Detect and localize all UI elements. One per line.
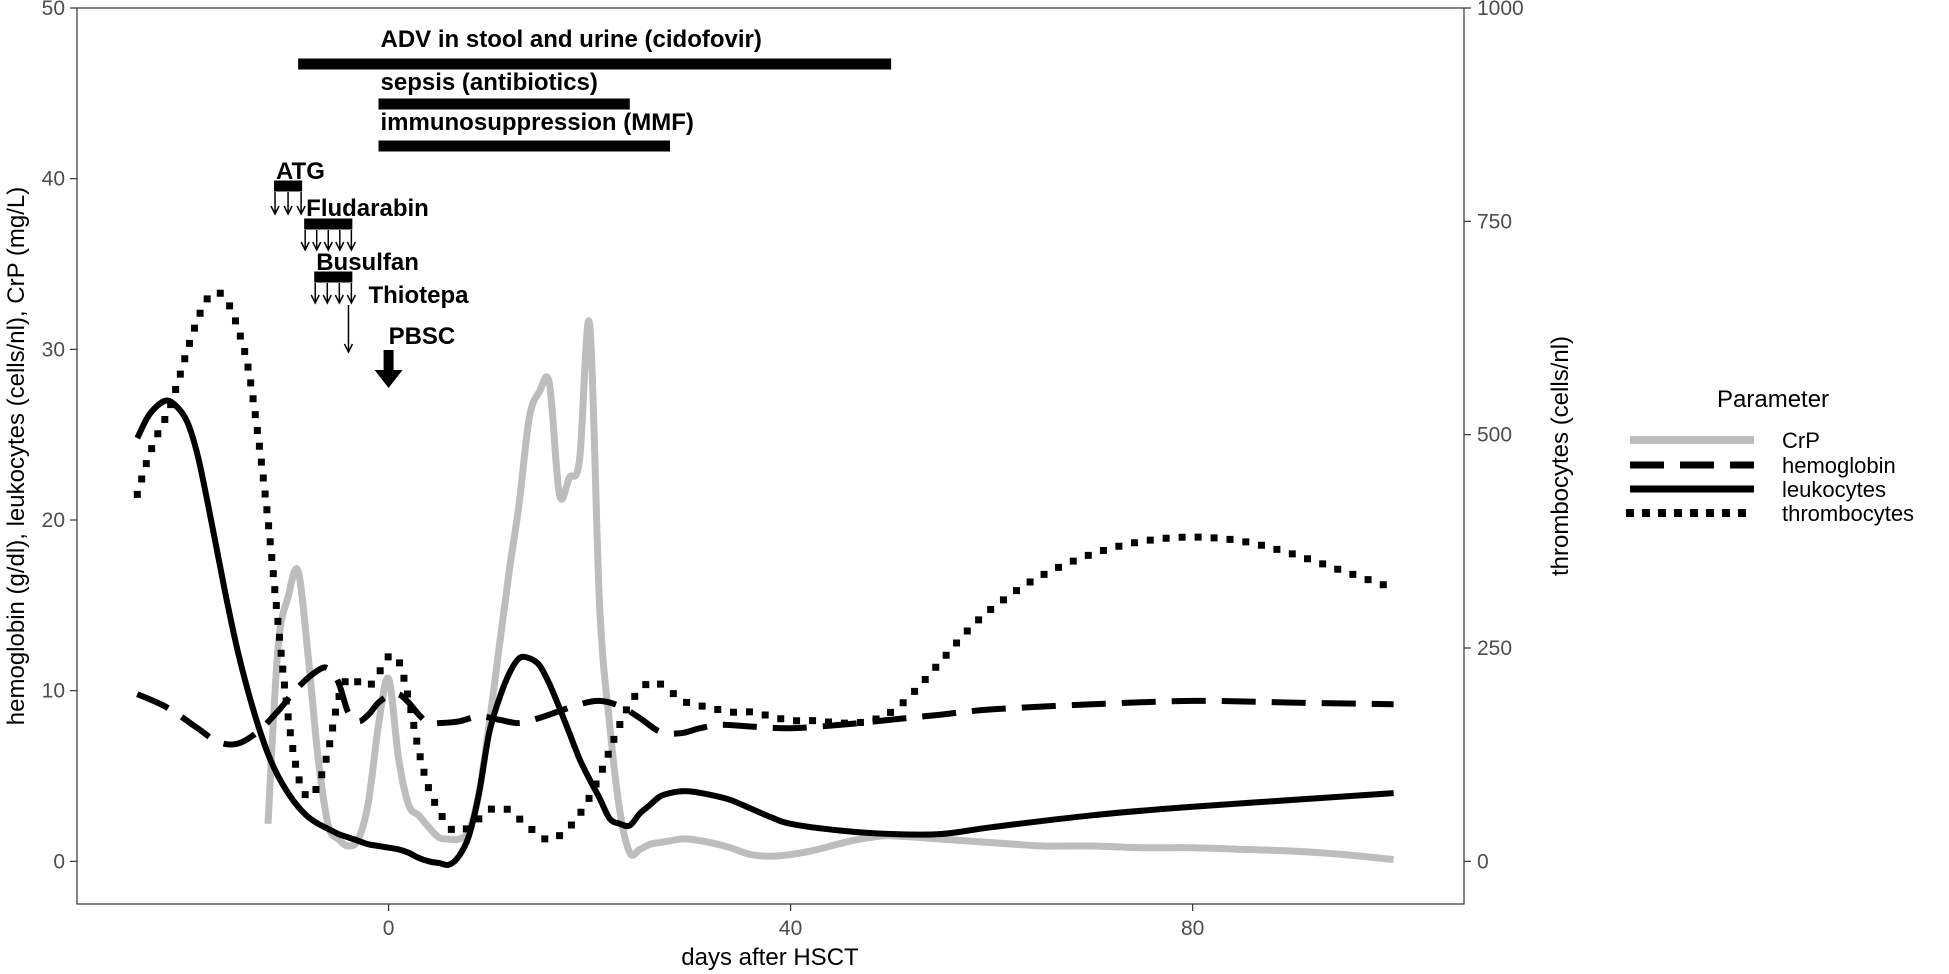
drug-label: Fludarabin [306,195,429,222]
y-axis-right-title: thrombocytes (cells/nl) [1547,336,1574,576]
drug-arrowhead [283,205,293,216]
x-tick-label: 40 [779,917,802,940]
y-left-tick-label: 40 [42,168,65,191]
y-right-tick-label: 1000 [1477,0,1524,20]
drug-arrowhead [346,241,357,252]
legend-label-CrP: CrP [1782,428,1820,453]
annotation-bar-label: ADV in stool and urine (cidofovir) [381,26,762,53]
y-right-tick-label: 250 [1477,637,1512,660]
series-line-leukocytes [134,397,1394,869]
series-layer [132,288,1399,869]
drug-arrowhead [300,241,310,252]
drug-arrowhead [322,294,332,305]
legend: Parameter CrPhemoglobinleukocytesthrombo… [1626,386,1914,526]
x-axis-title: days after HSCT [681,944,859,971]
plot-background [77,8,1464,904]
drug-arrowhead [346,294,357,305]
y-right-tick-label: 750 [1477,210,1512,233]
y-axis-left-title: hemoglobin (g/dl), leukocytes (cells/nl)… [3,187,30,725]
legend-label-hemoglobin: hemoglobin [1782,453,1896,478]
legend-label-thrombocytes: thrombocytes [1782,501,1914,526]
x-tick-label: 0 [383,917,395,940]
y-left-tick-label: 0 [53,850,65,873]
drug-label: Thiotepa [368,282,469,309]
drug-arrowhead [374,370,403,388]
y-left-tick-label: 50 [42,0,65,20]
y-left-tick-label: 20 [42,509,65,532]
annotation-bar-label: sepsis (antibiotics) [381,69,598,96]
annotations-layer: ADV in stool and urine (cidofovir) sepsis… [270,26,892,388]
x-tick-label: 80 [1181,917,1204,940]
drug-arrowhead [323,241,333,252]
drug-arrowhead [296,205,306,216]
y-right-tick-label: 500 [1477,424,1512,447]
drug-arrowhead [270,205,280,216]
drug-arrowhead [310,294,320,305]
y-right-tick-label: 0 [1477,850,1489,873]
plot-border [76,7,1465,905]
drug-arrowhead [334,294,344,305]
drug-arrowhead [343,343,354,354]
drug-arrowhead [335,241,345,252]
annotation-bar-label: immunosuppression (MMF) [381,109,694,136]
drug-label: PBSC [389,323,456,350]
series-line-thrombocytes [132,288,1399,844]
drug-arrowhead [312,241,322,252]
y-left-tick-label: 30 [42,338,65,361]
legend-title: Parameter [1717,386,1829,413]
legend-label-leukocytes: leukocytes [1782,477,1886,502]
series-line-CrP [264,317,1394,864]
y-left-tick-label: 10 [42,680,65,703]
